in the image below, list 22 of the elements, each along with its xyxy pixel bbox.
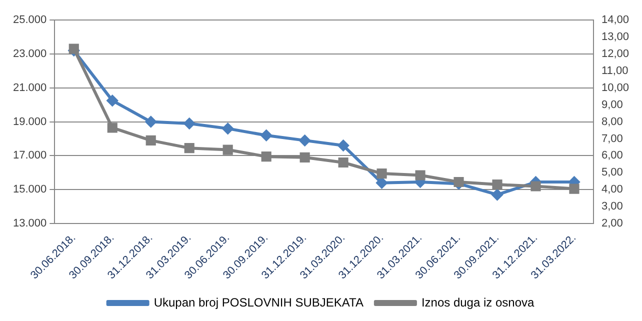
y2-tick-label: 5,00 bbox=[601, 166, 623, 179]
y2-tick-label: 11,00 bbox=[601, 64, 628, 77]
y-tick-label: 23.000 bbox=[12, 48, 47, 60]
y-tick-label: 17.000 bbox=[12, 150, 47, 162]
y-tick-label: 13.000 bbox=[12, 218, 47, 230]
y2-tick-label: 9,00 bbox=[601, 98, 623, 111]
y2-tick-label: 6,00 bbox=[601, 150, 623, 162]
y2-tick-label: 10,00 bbox=[601, 82, 630, 94]
y-tick-label: 21.000 bbox=[12, 82, 47, 94]
y2-tick-label: 2,00 bbox=[601, 218, 623, 230]
y2-tick-label: 3,00 bbox=[601, 200, 623, 213]
legend-label: Iznos duga iz osnova bbox=[421, 295, 535, 310]
y2-tick-label: 14,00 bbox=[601, 14, 630, 26]
y2-tick-label: 4,00 bbox=[601, 184, 623, 196]
y2-tick-label: 13,00 bbox=[601, 30, 630, 43]
legend-label: Ukupan broj POSLOVNIH SUBJEKATA bbox=[154, 295, 364, 310]
y-tick-label: 25.000 bbox=[12, 14, 47, 26]
y2-tick-label: 7,00 bbox=[601, 132, 623, 145]
y-tick-label: 19.000 bbox=[12, 116, 47, 128]
y2-tick-label: 12,00 bbox=[601, 48, 630, 60]
y-tick-label: 15.000 bbox=[12, 184, 47, 196]
y2-tick-label: 8,00 bbox=[601, 116, 623, 128]
